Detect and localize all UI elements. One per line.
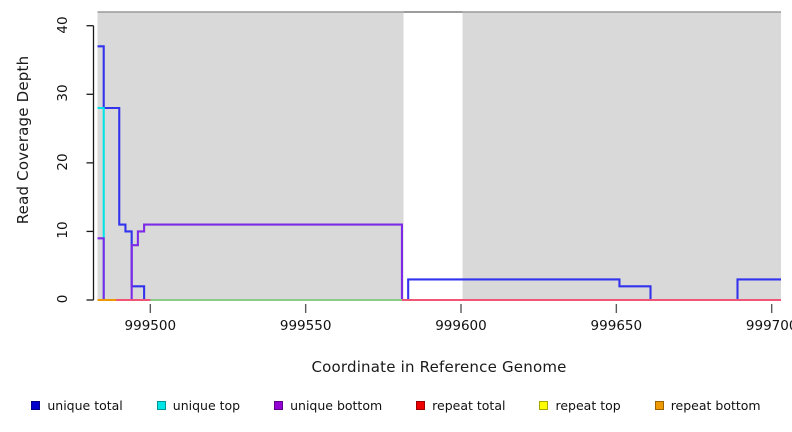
legend-item: repeat top	[539, 398, 621, 413]
square-swatch	[416, 401, 426, 410]
covered-region-right	[462, 12, 781, 300]
y-tick-label: 0	[54, 294, 71, 304]
legend-item: unique total	[31, 398, 123, 413]
uncovered-gap	[403, 12, 463, 300]
square-swatch	[274, 401, 284, 410]
legend-label: repeat total	[432, 398, 506, 413]
y-tick-label: 40	[54, 16, 71, 34]
x-tick-label: 999600	[435, 318, 487, 334]
chart-legend: unique total unique top unique bottom repea…	[0, 398, 792, 413]
legend-label: repeat top	[555, 398, 621, 413]
series-unique-bottom	[97, 223, 781, 302]
legend-label: unique top	[172, 398, 241, 413]
axis-lines-group	[86, 25, 773, 313]
square-swatch	[31, 401, 41, 410]
x-tick-label: 999650	[590, 318, 643, 334]
square-swatch	[654, 401, 664, 410]
legend-label: repeat bottom	[670, 398, 761, 413]
legend-item: repeat bottom	[654, 398, 761, 413]
x-tick-label: 999550	[279, 318, 332, 334]
y-tick-label: 30	[54, 84, 71, 102]
covered-region-left	[97, 12, 404, 300]
square-swatch	[156, 401, 166, 410]
x-tick-label: 999700	[745, 318, 792, 334]
y-tick-label: 10	[54, 221, 71, 240]
x-tick-label: 999500	[124, 318, 177, 334]
series-unique-total	[97, 45, 781, 302]
legend-item: unique top	[156, 398, 241, 413]
plot-background-group	[97, 11, 781, 300]
y-axis-title: Read Coverage Depth	[14, 55, 32, 225]
legend-label: unique total	[47, 398, 123, 413]
legend-item: repeat total	[416, 398, 505, 413]
data-series-group	[97, 45, 781, 302]
y-tick-label: 20	[54, 153, 71, 171]
x-axis-title: Coordinate in Reference Genome	[311, 358, 567, 376]
legend-item: unique bottom	[274, 398, 382, 413]
legend-label: unique bottom	[290, 398, 383, 413]
square-swatch	[539, 401, 549, 410]
